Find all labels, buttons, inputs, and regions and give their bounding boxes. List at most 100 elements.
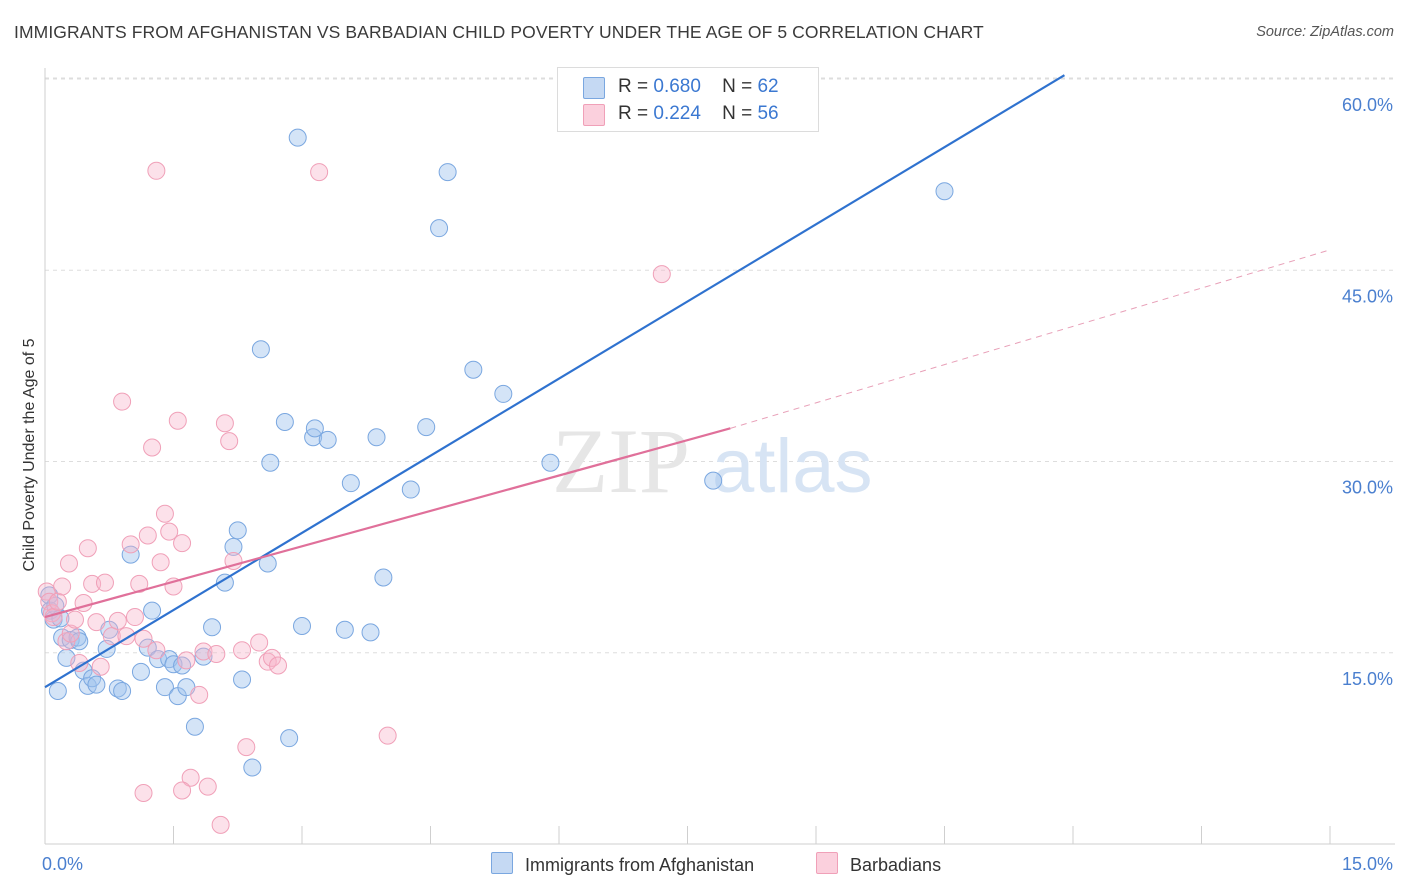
afghanistan-trend-line	[44, 74, 1065, 689]
source-label: Source: ZipAtlas.com	[1256, 24, 1394, 40]
barbadians-point	[70, 653, 89, 672]
afghanistan-point	[464, 360, 483, 379]
watermark: ZIP atlas	[552, 410, 873, 512]
barbadians-trend-line	[44, 427, 731, 619]
afghanistan-point	[131, 662, 150, 681]
barbadians-point	[155, 504, 174, 523]
series-name: Immigrants from Afghanistan	[525, 855, 755, 875]
barbadians-point	[91, 657, 110, 676]
afghanistan-point	[341, 474, 360, 493]
afghanistan-point	[305, 419, 324, 438]
barbadians-point	[151, 553, 170, 572]
legend-n-label: N =	[722, 76, 753, 97]
barbadians-point	[181, 768, 200, 787]
y-tick-label: 45.0%	[1342, 286, 1393, 306]
afghanistan-point	[367, 428, 386, 447]
afghanistan-point	[261, 453, 280, 472]
afghanistan-point	[494, 384, 513, 403]
barbadians-point	[168, 411, 187, 430]
afghanistan-point	[293, 616, 311, 635]
barbadians-point	[211, 815, 230, 834]
series-legend-afghanistan: Immigrants from Afghanistan	[491, 852, 754, 876]
barbadians-point	[61, 624, 80, 643]
legend-r-label: R =	[618, 76, 649, 97]
afghanistan-point	[203, 618, 222, 637]
barbadians-point	[250, 633, 269, 652]
afghanistan-point	[113, 682, 132, 700]
series-swatch-blue	[491, 852, 513, 874]
barbadians-point	[143, 438, 162, 457]
barbadians-point	[48, 592, 67, 611]
barbadians-point	[237, 738, 256, 757]
correlation-legend: R = 0.680 N = 62 R = 0.224 N = 56	[557, 67, 819, 132]
legend-swatch-blue	[583, 77, 605, 99]
barbadians-point	[147, 161, 166, 180]
barbadians-point	[177, 651, 196, 670]
barbadians-trend-extension	[730, 249, 1331, 429]
afghanistan-point	[280, 729, 299, 748]
afghanistan-point	[155, 678, 174, 697]
afghanistan-point	[143, 601, 162, 620]
chart-title: IMMIGRANTS FROM AFGHANISTAN VS BARBADIAN…	[14, 22, 984, 42]
series-barbadians-points	[37, 161, 671, 834]
legend-r-value: 0.224	[653, 103, 701, 124]
trend-lines	[44, 74, 1331, 689]
tick-labels: 15.0% 30.0% 45.0% 60.0% 0.0% 15.0%	[42, 95, 1393, 874]
barbadians-point	[233, 641, 252, 660]
axes	[44, 68, 1395, 845]
afghanistan-point	[541, 453, 560, 472]
afghanistan-point	[87, 675, 106, 694]
series-name: Barbadians	[850, 855, 942, 875]
barbadians-point	[134, 784, 153, 802]
barbadians-point	[160, 522, 179, 541]
afghanistan-point	[224, 537, 243, 556]
afghanistan-point	[243, 758, 262, 777]
series-swatch-pink	[816, 852, 838, 874]
barbadians-point	[53, 577, 72, 596]
afghanistan-point	[121, 545, 140, 564]
legend-n-label: N =	[722, 103, 753, 124]
barbadians-point	[121, 535, 140, 554]
barbadians-point	[134, 629, 153, 648]
afghanistan-point	[275, 412, 294, 431]
legend-r-value: 0.680	[653, 76, 701, 97]
afghanistan-point	[335, 620, 354, 639]
afghanistan-point	[215, 573, 234, 592]
afghanistan-point	[288, 128, 307, 147]
watermark-atlas: atlas	[712, 424, 873, 509]
barbadians-point	[87, 613, 106, 632]
afghanistan-point	[401, 480, 420, 499]
barbadians-point	[83, 574, 102, 593]
barbadians-point	[378, 726, 397, 745]
afghanistan-point	[438, 163, 457, 182]
legend-n-value: 56	[757, 103, 779, 124]
barbadians-point	[215, 414, 234, 433]
legend-n-value: 62	[757, 76, 779, 97]
afghanistan-point	[417, 418, 436, 437]
watermark-zip: ZIP	[552, 410, 690, 512]
afghanistan-point	[304, 428, 323, 447]
barbadians-point	[147, 641, 166, 660]
y-tick-label: 15.0%	[1342, 669, 1393, 689]
barbadians-point	[95, 573, 114, 592]
afghanistan-point	[48, 682, 67, 700]
x-tick-label: 15.0%	[1342, 854, 1393, 874]
barbadians-point	[173, 781, 192, 800]
y-tick-label: 30.0%	[1342, 478, 1393, 498]
barbadians-point	[65, 610, 84, 629]
afghanistan-point	[251, 340, 270, 359]
afghanistan-point	[318, 430, 337, 449]
barbadians-point	[310, 163, 329, 182]
legend-r-label: R =	[618, 103, 649, 124]
afghanistan-point	[361, 623, 380, 642]
y-tick-label: 60.0%	[1342, 95, 1393, 115]
afghanistan-point	[185, 717, 204, 736]
barbadians-point	[652, 265, 671, 284]
barbadians-point	[173, 534, 192, 553]
barbadians-point	[125, 608, 144, 627]
barbadians-point	[113, 392, 132, 411]
barbadians-point	[59, 554, 78, 573]
barbadians-point	[269, 656, 288, 675]
barbadians-point	[207, 645, 226, 664]
